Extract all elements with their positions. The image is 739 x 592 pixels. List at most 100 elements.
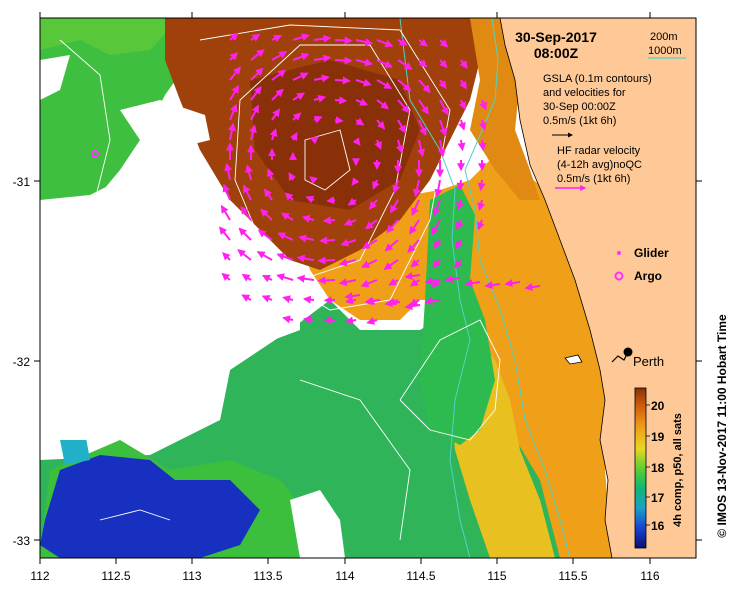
velocity-arrow — [404, 302, 421, 311]
sst-cyan-patch — [60, 432, 90, 465]
velocity-arrow — [322, 216, 336, 225]
map-date: 30-Sep-2017 — [515, 29, 597, 45]
velocity-arrow — [390, 199, 399, 214]
velocity-arrow — [431, 219, 441, 236]
velocity-arrow — [309, 176, 318, 185]
sst-field — [40, 18, 612, 558]
velocity-arrow — [412, 179, 421, 198]
velocity-arrow — [237, 249, 252, 261]
velocity-arrow — [250, 49, 265, 61]
velocity-arrow — [241, 273, 252, 282]
x-tick-label: 116 — [640, 569, 659, 583]
x-tick-label: 113 — [182, 569, 201, 583]
velocity-arrow — [374, 139, 382, 150]
velocity-arrow — [292, 72, 309, 81]
velocity-arrow — [386, 219, 399, 234]
velocity-arrow — [434, 179, 443, 198]
velocity-arrow — [334, 96, 348, 105]
velocity-arrow — [417, 139, 426, 158]
velocity-arrow — [459, 59, 468, 69]
velocity-arrow — [364, 297, 381, 306]
velocity-arrow — [298, 234, 315, 243]
velocity-arrow — [344, 296, 357, 305]
map-plot-area[interactable] — [40, 18, 696, 558]
velocity-arrow — [479, 99, 487, 111]
cloud-gap-west — [40, 175, 300, 440]
velocity-arrow — [313, 74, 330, 83]
velocity-arrow — [261, 274, 273, 283]
velocity-arrow — [384, 299, 401, 308]
velocity-arrow — [310, 136, 319, 145]
velocity-arrow — [222, 183, 231, 201]
velocity-arrow — [418, 99, 429, 115]
velocity-arrow — [351, 177, 360, 186]
rottnest-island — [564, 354, 583, 365]
velocity-arrow — [432, 199, 441, 217]
velocity-arrow — [271, 51, 288, 61]
velocity-arrow — [256, 251, 273, 261]
velocity-arrow — [296, 274, 315, 283]
velocity-arrow — [313, 34, 332, 43]
velocity-arrow — [397, 59, 413, 70]
velocity-arrow — [366, 317, 378, 325]
velocity-arrow — [250, 67, 264, 81]
velocity-arrow — [439, 119, 448, 137]
velocity-arrow — [250, 33, 261, 42]
gsla-legend-line1: GSLA (0.1m contours) — [543, 73, 652, 85]
colorbar-tick-label: 19 — [651, 430, 665, 444]
velocity-arrow — [376, 119, 386, 130]
colorbar — [634, 387, 647, 549]
gsla-west-contour — [59, 39, 111, 201]
gsla-sw-contour — [299, 379, 411, 541]
cloud-gaps — [40, 55, 345, 558]
gsla-legend-line4: 0.5m/s (1kt 6h) — [543, 115, 616, 127]
velocity-arrow — [456, 199, 464, 211]
velocity-arrow — [368, 199, 378, 210]
colorbar-tick-label: 18 — [651, 461, 665, 475]
isobath-contours — [399, 18, 571, 558]
velocity-arrow — [221, 272, 231, 282]
glider-legend-label: Glider — [634, 246, 669, 260]
map-time: 08:00Z — [534, 45, 579, 61]
colorbar-tick-label: 16 — [651, 519, 665, 533]
velocity-arrow — [292, 52, 310, 61]
velocity-arrow — [424, 277, 441, 286]
velocity-arrow — [313, 54, 332, 63]
argo-legend-label: Argo — [634, 269, 662, 283]
velocity-arrow — [340, 238, 357, 247]
hf-legend-line3: 0.5m/s (1kt 6h) — [557, 173, 630, 185]
velocity-arrow — [317, 256, 336, 265]
velocity-arrow — [392, 179, 401, 194]
velocity-arrow — [388, 278, 399, 286]
velocity-arrow — [282, 315, 294, 324]
velocity-arrow — [376, 39, 394, 48]
velocity-arrow — [292, 92, 306, 101]
velocity-arrow — [439, 99, 449, 116]
gsla-legend-line2: and velocities for — [543, 87, 626, 99]
velocity-arrow — [361, 239, 378, 249]
velocity-arrow — [456, 179, 465, 192]
velocity-arrow — [504, 279, 521, 288]
velocity-arrow — [263, 188, 273, 201]
velocity-arrow — [261, 295, 273, 303]
velocity-arrow — [361, 259, 378, 268]
velocity-arrow — [355, 58, 374, 67]
velocity-arrow — [411, 199, 420, 217]
velocity-arrow — [458, 119, 466, 131]
velocity-arrow — [439, 59, 448, 69]
colorbar-tick-labels: 20 19 18 17 16 — [651, 399, 665, 533]
velocity-arrow — [240, 205, 252, 221]
velocity-arrow — [317, 276, 336, 285]
velocity-arrow — [296, 254, 315, 263]
isobath-200m — [464, 18, 571, 558]
velocity-arrow — [271, 34, 283, 43]
y-tick-label: -31 — [13, 175, 31, 189]
velocity-arrow — [319, 236, 336, 245]
velocity-arrow — [410, 259, 420, 268]
velocity-arrow — [301, 214, 315, 223]
velocity-arrow — [477, 219, 485, 231]
cloud-gap-nw — [40, 55, 70, 100]
x-axis — [39, 12, 651, 564]
velocity-arrow — [418, 79, 431, 94]
velocity-arrow — [432, 259, 441, 269]
